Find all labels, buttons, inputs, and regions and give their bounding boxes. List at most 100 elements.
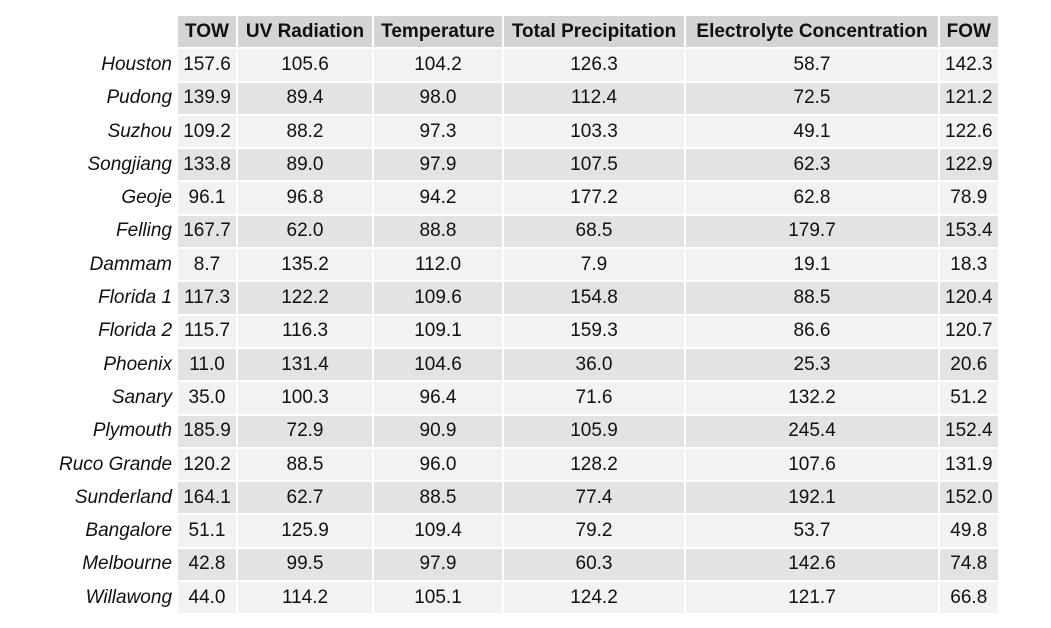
- table-row: Florida 2 115.7 116.3 109.1 159.3 86.6 120.7: [54, 315, 998, 347]
- row-label: Florida 1: [98, 287, 173, 309]
- table-cell: 116.3: [238, 315, 373, 347]
- table-cell: 49.1: [686, 115, 939, 148]
- column-header: FOW: [940, 16, 998, 48]
- table-cell: 98.0: [374, 82, 503, 114]
- table-cell: 74.8: [940, 548, 998, 581]
- table-cell: 112.4: [504, 82, 685, 114]
- row-label: Pudong: [106, 87, 173, 109]
- table-cell: 112.0: [374, 249, 503, 281]
- table-row: Florida 1 117.3 122.2 109.6 154.8 88.5 120.4: [54, 282, 998, 314]
- table-cell: 62.3: [686, 149, 939, 181]
- row-label: Plymouth: [92, 420, 173, 442]
- table-cell: 133.8: [178, 149, 237, 181]
- table-cell: 164.1: [178, 482, 237, 514]
- table-cell: 77.4: [504, 482, 685, 514]
- table-row: Dammam 8.7 135.2 112.0 7.9 19.1 18.3: [54, 249, 998, 281]
- table-cell: 103.3: [504, 115, 685, 148]
- table-cell: 121.2: [940, 82, 998, 114]
- table-cell: 72.5: [686, 82, 939, 114]
- table-cell: 42.8: [178, 548, 237, 581]
- table-cell: 88.5: [238, 448, 373, 481]
- table-row: Songjiang 133.8 89.0 97.9 107.5 62.3 122.9: [54, 149, 998, 181]
- table-cell: 88.8: [374, 215, 503, 248]
- table-cell: 88.2: [238, 115, 373, 148]
- table-cell: 66.8: [940, 582, 998, 614]
- table-cell: 68.5: [504, 215, 685, 248]
- table-cell: 36.0: [504, 348, 685, 381]
- table-cell: 185.9: [178, 415, 237, 447]
- row-label: Sunderland: [74, 486, 173, 508]
- table-cell: 122.9: [940, 149, 998, 181]
- row-label: Dammam: [89, 253, 173, 275]
- table-cell: 11.0: [178, 348, 237, 381]
- table-cell: 115.7: [178, 315, 237, 347]
- table-cell: 8.7: [178, 249, 237, 281]
- table-cell: 121.7: [686, 582, 939, 614]
- table-cell: 135.2: [238, 249, 373, 281]
- table-cell: 96.1: [178, 182, 237, 214]
- table-row: Phoenix 11.0 131.4 104.6 36.0 25.3 20.6: [54, 348, 998, 381]
- row-label: Suzhou: [107, 120, 173, 142]
- row-label: Ruco Grande: [59, 453, 173, 475]
- table-cell: 157.6: [178, 49, 237, 81]
- table-cell: 99.5: [238, 548, 373, 581]
- table-cell: 154.8: [504, 282, 685, 314]
- table-cell: 71.6: [504, 382, 685, 414]
- table-row: Suzhou 109.2 88.2 97.3 103.3 49.1 122.6: [54, 115, 998, 148]
- table-cell: 44.0: [178, 582, 237, 614]
- table-row: Ruco Grande 120.2 88.5 96.0 128.2 107.6 131.9: [54, 448, 998, 481]
- header-row: TOW UV Radiation Temperature Total Precipit…: [54, 16, 998, 48]
- table-cell: 109.6: [374, 282, 503, 314]
- row-label: Florida 2: [98, 320, 173, 342]
- table-row: Melbourne 42.8 99.5 97.9 60.3 142.6 74.8: [54, 548, 998, 581]
- table-cell: 126.3: [504, 49, 685, 81]
- table-cell: 86.6: [686, 315, 939, 347]
- table-cell: 107.5: [504, 149, 685, 181]
- table-row: Plymouth 185.9 72.9 90.9 105.9 245.4 152.4: [54, 415, 998, 447]
- table-cell: 79.2: [504, 515, 685, 547]
- table-cell: 58.7: [686, 49, 939, 81]
- table-cell: 18.3: [940, 249, 998, 281]
- table-cell: 109.1: [374, 315, 503, 347]
- table-cell: 100.3: [238, 382, 373, 414]
- table-cell: 88.5: [686, 282, 939, 314]
- column-header: TOW: [178, 16, 237, 48]
- table-cell: 96.4: [374, 382, 503, 414]
- table-cell: 96.0: [374, 448, 503, 481]
- table-cell: 131.9: [940, 448, 998, 481]
- table-cell: 62.0: [238, 215, 373, 248]
- table-cell: 19.1: [686, 249, 939, 281]
- table-row: Pudong 139.9 89.4 98.0 112.4 72.5 121.2: [54, 82, 998, 114]
- table-cell: 97.9: [374, 149, 503, 181]
- table-row: Sanary 35.0 100.3 96.4 71.6 132.2 51.2: [54, 382, 998, 414]
- table-cell: 114.2: [238, 582, 373, 614]
- table-cell: 120.4: [940, 282, 998, 314]
- table-cell: 88.5: [374, 482, 503, 514]
- table-header: TOW UV Radiation Temperature Total Precipit…: [54, 16, 998, 48]
- table-cell: 152.0: [940, 482, 998, 514]
- table-cell: 152.4: [940, 415, 998, 447]
- row-label: Bangalore: [85, 520, 173, 542]
- table-cell: 104.2: [374, 49, 503, 81]
- table-cell: 62.7: [238, 482, 373, 514]
- table-cell: 179.7: [686, 215, 939, 248]
- table-body: Houston 157.6 105.6 104.2 126.3 58.7 142.3 Pudo…: [54, 49, 998, 614]
- column-header: Temperature: [374, 16, 503, 48]
- corner-cell: [54, 16, 176, 47]
- table-row: Sunderland 164.1 62.7 88.5 77.4 192.1 152.0: [54, 482, 998, 514]
- table-cell: 122.6: [940, 115, 998, 148]
- table-cell: 104.6: [374, 348, 503, 381]
- table-cell: 192.1: [686, 482, 939, 514]
- table-cell: 7.9: [504, 249, 685, 281]
- table-cell: 49.8: [940, 515, 998, 547]
- table-cell: 132.2: [686, 382, 939, 414]
- row-label: Geoje: [121, 187, 173, 209]
- table-cell: 89.0: [238, 149, 373, 181]
- table-cell: 245.4: [686, 415, 939, 447]
- table-cell: 177.2: [504, 182, 685, 214]
- table-cell: 35.0: [178, 382, 237, 414]
- table-cell: 109.2: [178, 115, 237, 148]
- row-label: Songjiang: [87, 153, 173, 175]
- table-cell: 120.2: [178, 448, 237, 481]
